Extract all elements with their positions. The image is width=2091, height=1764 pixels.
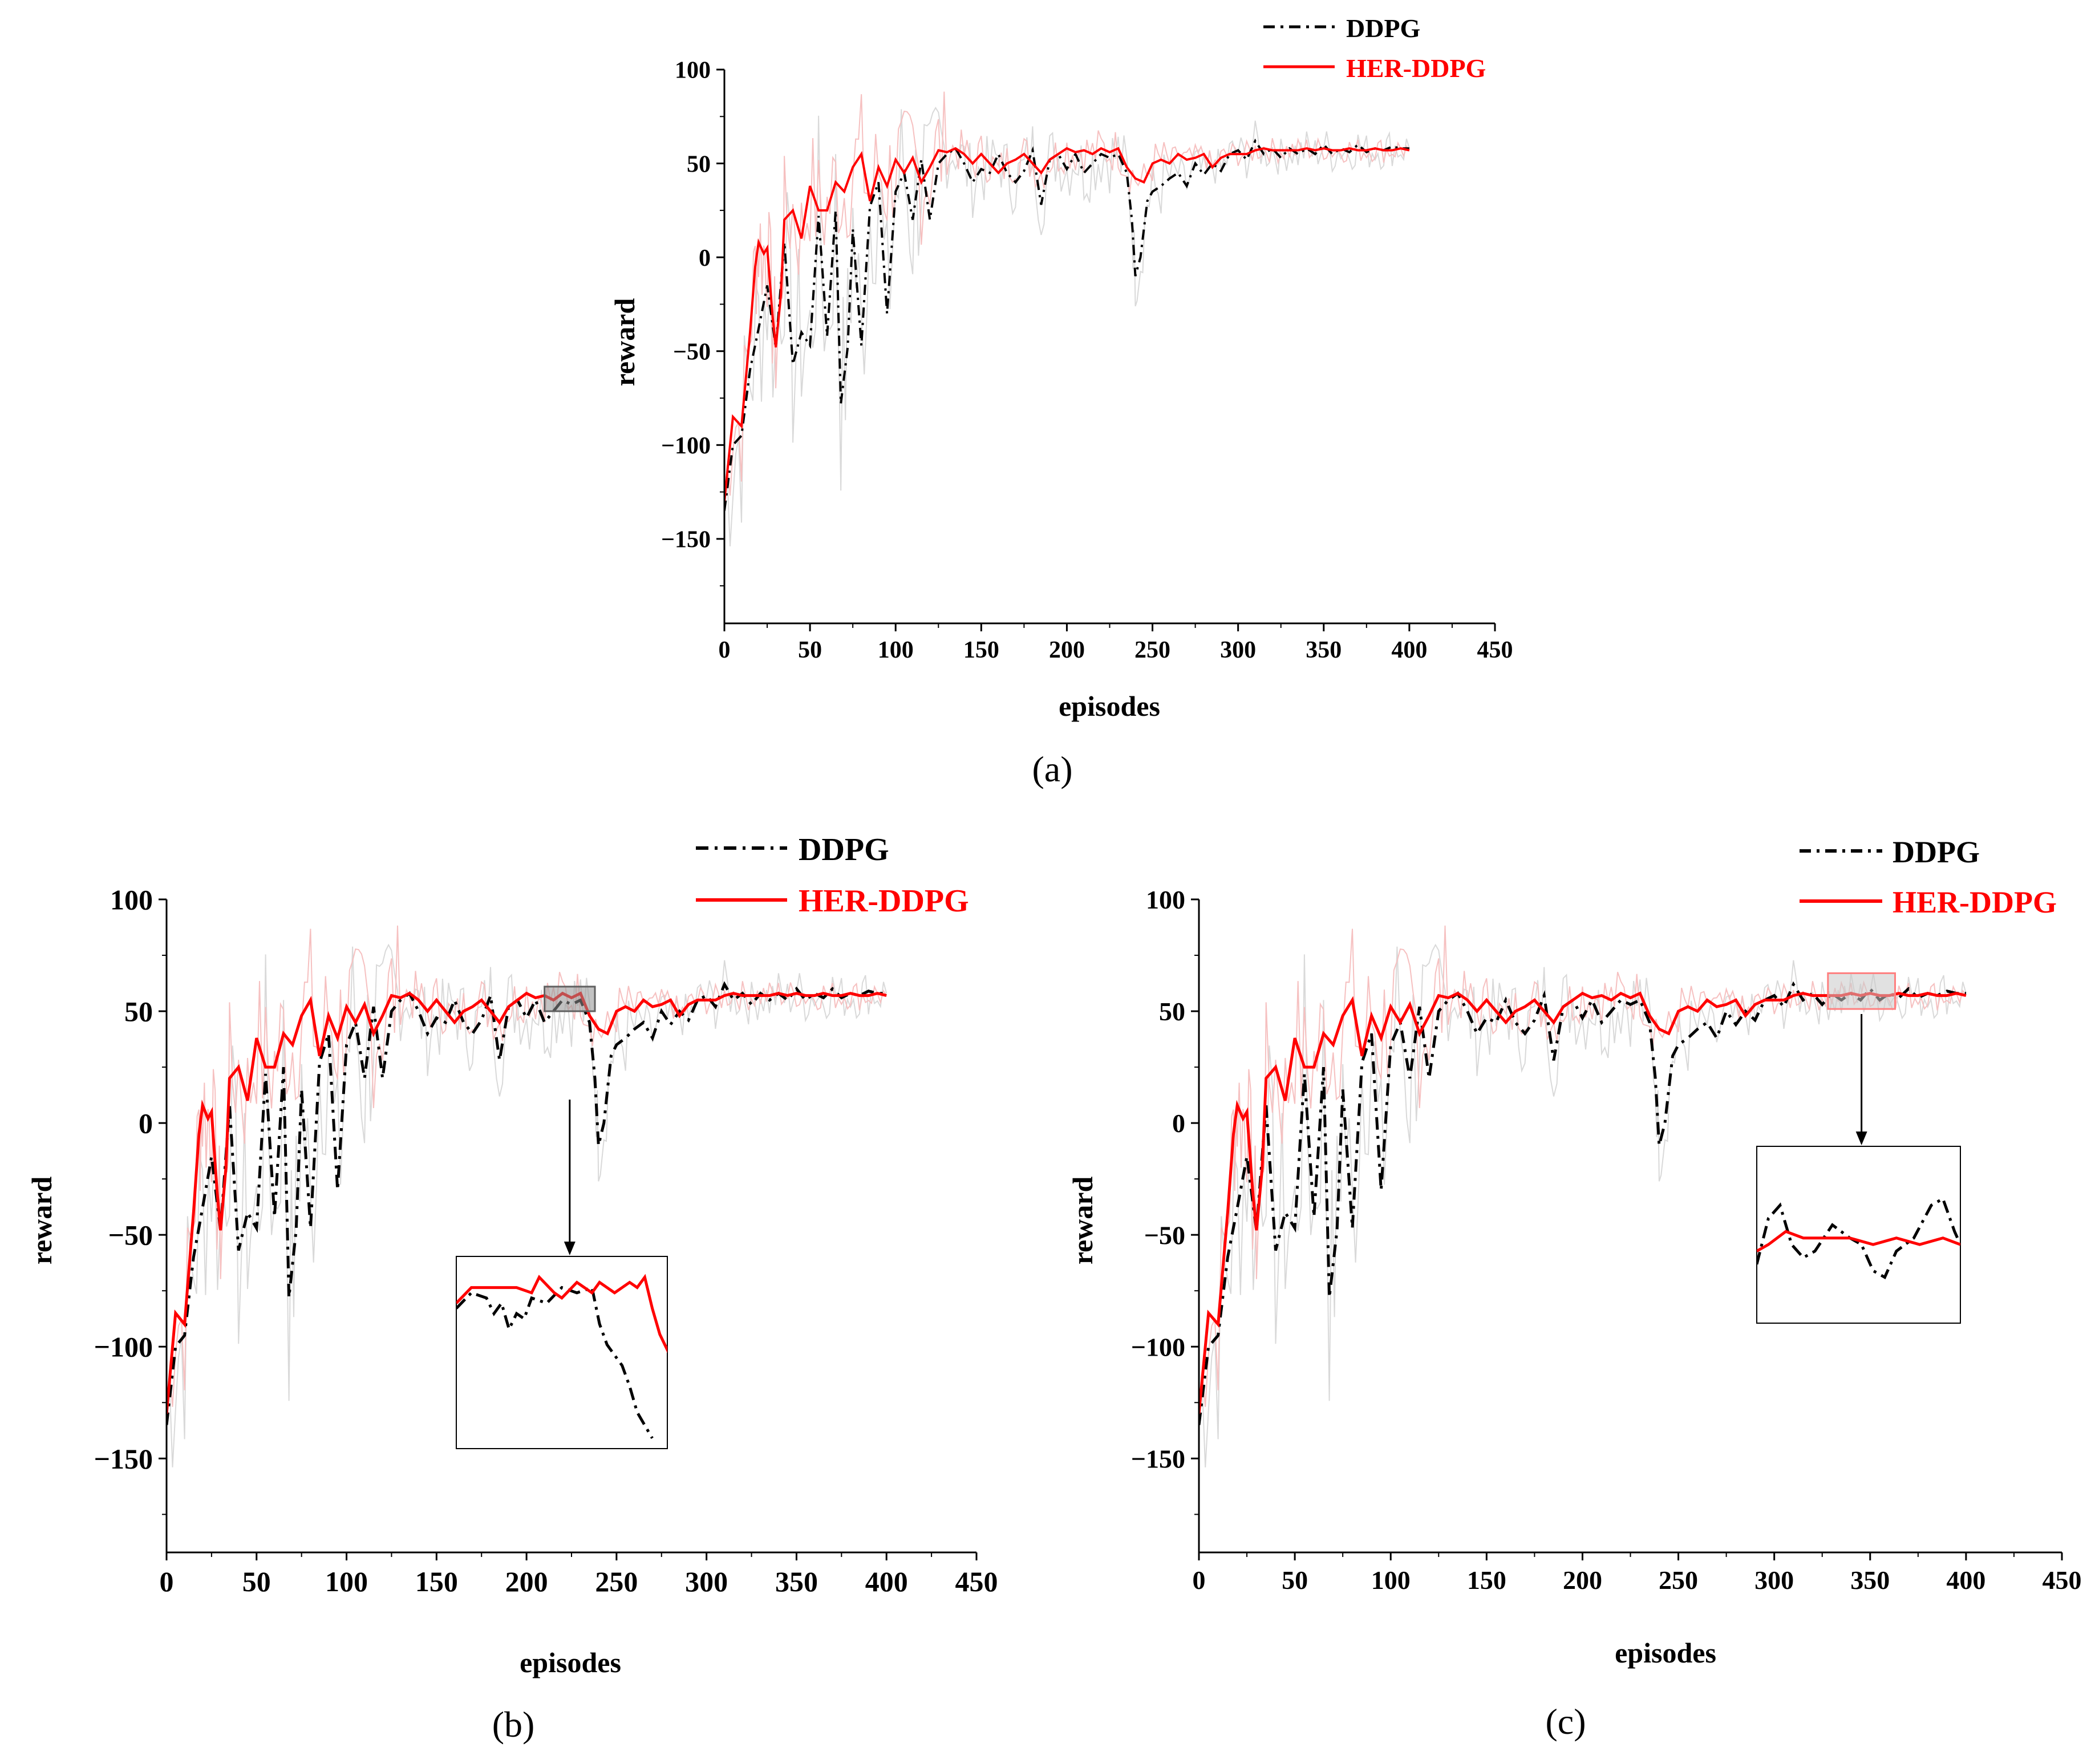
x-tick-label: 150 (963, 637, 999, 663)
plot-b: 0 50 100 150 200 250 300 350 400 450 100 50 0 −50 −100… (94, 884, 998, 1598)
legend-b: DDPG HER-DDPG (696, 832, 969, 919)
y-tick-label: 50 (687, 151, 711, 177)
y-tick-label: 100 (675, 58, 711, 84)
x-tick-label: 100 (878, 637, 914, 663)
y-tick-label: −50 (1144, 1220, 1185, 1250)
x-tick-label: 350 (775, 1566, 818, 1597)
x-tick-label: 300 (685, 1566, 728, 1597)
y-tick-label: 0 (139, 1108, 153, 1139)
y-tick-label: −100 (661, 433, 711, 459)
panel-b: DDPG HER-DDPG 0 50 100 150 200 250 300 350 400 45… (26, 832, 998, 1745)
legend-b-her: HER-DDPG (799, 883, 969, 919)
inset-her-line (1757, 1230, 1960, 1252)
x-tick-label: 250 (1659, 1566, 1698, 1595)
y-tick-label: 50 (1159, 997, 1185, 1026)
x-tick-label: 300 (1220, 637, 1256, 663)
legend-c: DDPG HER-DDPG (1800, 835, 2057, 919)
legend-c-her: HER-DDPG (1893, 885, 2057, 919)
x-tick-label: 100 (325, 1566, 368, 1597)
xlabel-b: episodes (520, 1647, 621, 1678)
plot-a: 0 50 100 150 200 250 300 350 400 450 100 50 0 −50 −100… (661, 58, 1513, 663)
y-tick-label: −100 (94, 1331, 153, 1363)
inset-ddpg-line (456, 1286, 654, 1439)
y-tick-label: 100 (110, 884, 153, 916)
series-group-b (167, 925, 888, 1467)
caption-c: (c) (1545, 1701, 1586, 1742)
x-tick-label: 200 (1563, 1566, 1602, 1595)
xlabel-c: episodes (1615, 1637, 1716, 1669)
inset-her-line (456, 1274, 667, 1353)
x-tick-label: 450 (955, 1566, 998, 1597)
zoom-inset-lines (456, 1274, 667, 1439)
x-tick-label: 0 (1193, 1566, 1206, 1595)
y-tick-label: −100 (1131, 1332, 1185, 1361)
her-series-line (167, 991, 887, 1414)
x-tick-label: 350 (1850, 1566, 1890, 1595)
her-raw-line (724, 91, 1410, 503)
plot-c: 0 50 100 150 200 250 300 350 400 450 100 50 0 −50 −100… (1131, 885, 2082, 1595)
x-tick-label: 0 (719, 637, 731, 663)
legend-a-her: HER-DDPG (1346, 54, 1486, 83)
caption-b: (b) (492, 1704, 535, 1745)
y-tick-label: 50 (124, 996, 153, 1028)
y-tick-label: 100 (1146, 885, 1185, 914)
x-tick-label: 450 (2043, 1566, 2082, 1595)
y-tick-label: −50 (673, 339, 711, 365)
legend-a-ddpg: DDPG (1346, 14, 1420, 43)
x-tick-label: 250 (1134, 637, 1170, 663)
zoom-arrow-head (564, 1242, 576, 1255)
ylabel-a: reward (609, 298, 641, 387)
series-group-a (724, 91, 1410, 546)
x-tick-label: 150 (1467, 1566, 1506, 1595)
x-tick-label: 450 (1477, 637, 1513, 663)
legend-a: DDPG HER-DDPG (1263, 14, 1486, 83)
y-tick-label: −50 (108, 1219, 153, 1251)
legend-c-ddpg: DDPG (1893, 835, 1980, 869)
x-tick-label: 250 (595, 1566, 638, 1597)
x-tick-label: 400 (1946, 1566, 1985, 1595)
her-series-line (724, 147, 1410, 502)
caption-a: (a) (1032, 749, 1072, 789)
y-tick-label: 0 (699, 245, 711, 271)
x-tick-label: 50 (1282, 1566, 1308, 1595)
x-tick-label: 400 (865, 1566, 908, 1597)
xlabel-a: episodes (1059, 690, 1160, 722)
her-raw-line (167, 925, 888, 1416)
zoom-region-box (544, 986, 596, 1012)
x-tick-label: 300 (1754, 1566, 1794, 1595)
zoom-arrow-head (1855, 1132, 1867, 1145)
x-tick-label: 0 (160, 1566, 174, 1597)
ylabel-b: reward (26, 1177, 58, 1265)
zoom-inset-frame (1756, 1146, 1961, 1324)
panel-a: DDPG HER-DDPG 0 50 100 150 200 250 300 350 400 45… (609, 14, 1513, 789)
panel-c: DDPG HER-DDPG 0 50 100 150 200 250 300 350 400 45… (1067, 835, 2082, 1742)
y-tick-label: −150 (94, 1443, 153, 1475)
y-tick-label: −150 (661, 527, 711, 553)
ddpg-raw-line (167, 943, 888, 1467)
y-tick-label: 0 (1172, 1109, 1185, 1138)
x-tick-label: 150 (415, 1566, 458, 1597)
x-tick-label: 50 (242, 1566, 271, 1597)
ylabel-c: reward (1067, 1177, 1099, 1265)
x-tick-label: 200 (1049, 637, 1085, 663)
y-tick-label: −150 (1131, 1444, 1185, 1473)
ddpg-series-line (1199, 981, 1966, 1425)
zoom-inset-lines (1757, 1197, 1960, 1280)
x-tick-label: 200 (505, 1566, 548, 1597)
legend-b-ddpg: DDPG (799, 832, 889, 867)
x-tick-label: 50 (798, 637, 822, 663)
zoom-region-box (1827, 972, 1896, 1010)
ddpg-raw-line (724, 107, 1410, 546)
x-tick-label: 100 (1371, 1566, 1411, 1595)
x-tick-label: 400 (1391, 637, 1427, 663)
x-tick-label: 350 (1306, 637, 1342, 663)
